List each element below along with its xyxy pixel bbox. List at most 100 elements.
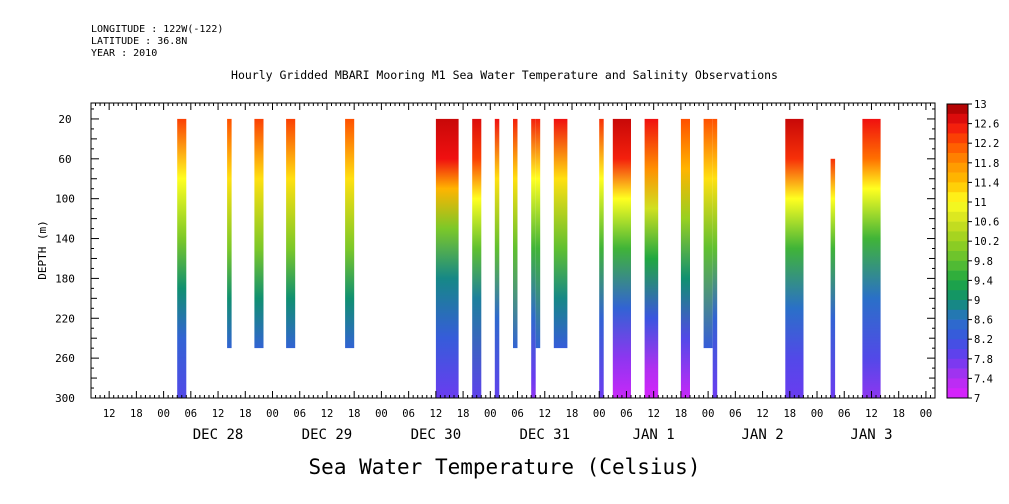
colorbar-tick-label: 8.2 <box>974 334 993 346</box>
colorbar-swatch <box>947 104 968 115</box>
day-label: DEC 31 <box>519 427 570 443</box>
colorbar-swatch <box>947 388 968 399</box>
colorbar-swatch <box>947 202 968 213</box>
data-segment <box>177 118 187 399</box>
x-hour-label: 06 <box>184 408 197 420</box>
y-tick-label: 60 <box>58 153 71 166</box>
data-segment <box>254 118 264 349</box>
colorbar-tick-label: 9.4 <box>974 275 993 287</box>
day-label: JAN 3 <box>850 427 892 443</box>
longitude-label: LONGITUDE : 122W(-122) <box>91 24 224 35</box>
colorbar-swatch <box>947 329 968 340</box>
x-hour-label: 06 <box>511 408 524 420</box>
colorbar-tick-label: 7 <box>974 393 980 405</box>
day-label: DEC 29 <box>302 427 353 443</box>
data-segment <box>712 118 718 399</box>
data-segment <box>830 158 836 398</box>
colorbar-swatch <box>947 251 968 262</box>
colorbar-swatch <box>947 290 968 301</box>
colorbar-tick-label: 11.8 <box>974 158 999 170</box>
colorbar-label: Sea Water Temperature (Celsius) <box>308 455 701 479</box>
colorbar-swatch <box>947 113 968 124</box>
colorbar-swatch <box>947 231 968 242</box>
data-segment <box>599 118 604 399</box>
colorbar-swatch <box>947 133 968 144</box>
data-segment <box>612 118 631 399</box>
colorbar-tick-label: 11.4 <box>974 177 999 189</box>
data-segment <box>227 118 232 349</box>
data-segment <box>435 118 459 399</box>
data-segment <box>286 118 296 349</box>
colorbar-swatch <box>947 162 968 173</box>
x-hour-label: 06 <box>293 408 306 420</box>
data-segment <box>472 118 482 399</box>
day-label: JAN 1 <box>633 427 675 443</box>
x-hour-label: 12 <box>538 408 551 420</box>
chart-title: Hourly Gridded MBARI Mooring M1 Sea Wate… <box>231 68 778 82</box>
colorbar-swatch <box>947 172 968 183</box>
x-hour-label: 00 <box>593 408 606 420</box>
data-segment <box>644 118 659 399</box>
x-hour-label: 00 <box>375 408 388 420</box>
colorbar-tick-label: 7.8 <box>974 354 993 366</box>
x-hour-label: 12 <box>103 408 116 420</box>
colorbar-swatch <box>947 368 968 379</box>
day-label: DEC 30 <box>411 427 462 443</box>
data-segment <box>513 118 518 349</box>
data-segment <box>680 118 690 399</box>
colorbar-tick-label: 9 <box>974 295 980 307</box>
colorbar-swatch <box>947 358 968 369</box>
axes: 20 60 100 140 180 220 260 300 12 18 00 06 12 18 00 06 12… <box>55 102 936 443</box>
colorbar-tick-label: 9.8 <box>974 256 993 268</box>
day-label: JAN 2 <box>741 427 783 443</box>
x-hour-label: 18 <box>348 408 361 420</box>
colorbar-tick-label: 10.6 <box>974 217 999 229</box>
data-segment <box>494 118 500 399</box>
x-hour-label: 00 <box>266 408 279 420</box>
data-segment <box>862 118 881 399</box>
y-tick-label: 180 <box>55 272 75 285</box>
colorbar-swatch <box>947 349 968 360</box>
x-hour-label: 18 <box>783 408 796 420</box>
y-tick-label: 140 <box>55 233 75 246</box>
colorbar-swatch <box>947 260 968 271</box>
colorbar-swatch <box>947 309 968 320</box>
x-hour-label: 12 <box>212 408 225 420</box>
x-hour-label: 12 <box>647 408 660 420</box>
colorbar-tick-label: 13 <box>974 99 987 111</box>
x-hour-label: 00 <box>702 408 715 420</box>
y-axis-label: DEPTH (m) <box>36 220 49 280</box>
colorbar-swatch <box>947 143 968 154</box>
x-hour-label: 06 <box>729 408 742 420</box>
colorbar-swatch <box>947 241 968 252</box>
year-label: YEAR : 2010 <box>91 48 158 59</box>
y-tick-label: 100 <box>55 193 75 206</box>
data-segment <box>345 118 355 349</box>
colorbar-tick-label: 12.2 <box>974 138 999 150</box>
x-hour-label: 00 <box>920 408 933 420</box>
colorbar-swatch <box>947 123 968 134</box>
colorbar-tick-label: 10.2 <box>974 236 999 248</box>
x-hour-label: 12 <box>430 408 443 420</box>
colorbar-swatch <box>947 153 968 164</box>
data-segment <box>785 118 804 399</box>
x-hour-label: 06 <box>402 408 415 420</box>
x-hour-label: 18 <box>675 408 688 420</box>
x-hour-label: 18 <box>239 408 252 420</box>
x-hour-label: 06 <box>838 408 851 420</box>
x-hour-label: 18 <box>892 408 905 420</box>
x-hour-label: 12 <box>865 408 878 420</box>
x-hour-label: 18 <box>457 408 470 420</box>
colorbar-swatch <box>947 221 968 232</box>
y-tick-label: 300 <box>55 392 75 405</box>
colorbar-swatch <box>947 211 968 222</box>
colorbar-swatch <box>947 270 968 281</box>
colorbar-tick-label: 8.6 <box>974 315 993 327</box>
colorbar-swatch <box>947 378 968 389</box>
colorbar-tick-label: 11 <box>974 197 987 209</box>
x-hour-label: 12 <box>756 408 769 420</box>
y-tick-label: 220 <box>55 312 75 325</box>
latitude-label: LATITUDE : 36.8N <box>91 36 188 47</box>
x-hour-label: 18 <box>130 408 143 420</box>
